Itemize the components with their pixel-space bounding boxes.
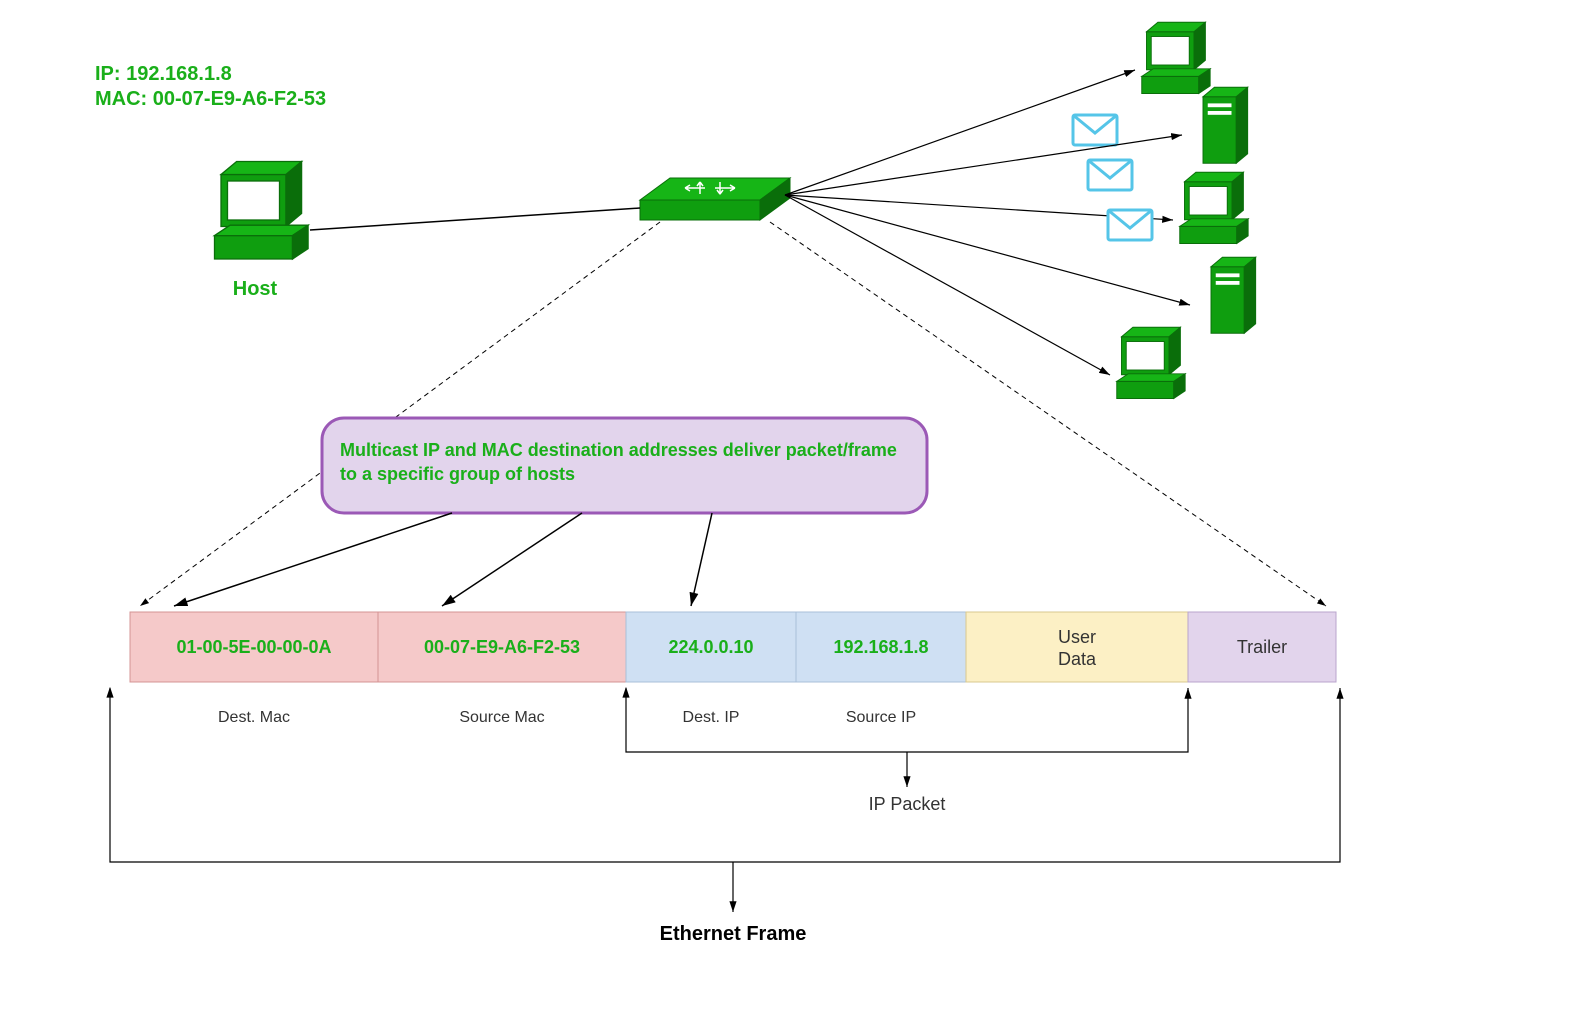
frame-value-user_data-2: Data (1058, 649, 1097, 669)
switch-icon (640, 178, 790, 220)
frame-value-src_mac: 00-07-E9-A6-F2-53 (424, 637, 580, 657)
callout-text-2: to a specific group of hosts (340, 464, 575, 484)
callout-arrow (174, 513, 452, 606)
server-icon (1203, 87, 1248, 163)
frame-value-src_ip: 192.168.1.8 (833, 637, 928, 657)
frame-value-trailer: Trailer (1237, 637, 1287, 657)
link-switch-target (785, 195, 1110, 375)
envelope-icon (1088, 160, 1132, 190)
ethernet-frame-label: Ethernet Frame (660, 923, 807, 945)
callout-text-1: Multicast IP and MAC destination address… (340, 440, 897, 460)
computer-icon (1142, 22, 1210, 93)
callout-arrow (442, 513, 582, 606)
computer-icon (1180, 172, 1248, 243)
ip-packet-label: IP Packet (869, 794, 946, 814)
link-host-switch (310, 208, 640, 230)
host-ip-label: IP: 192.168.1.8 (95, 63, 232, 85)
computer-icon (215, 162, 309, 260)
host-mac-label: MAC: 00-07-E9-A6-F2-53 (95, 88, 326, 110)
host-label: Host (233, 278, 278, 300)
envelope-icon (1108, 210, 1152, 240)
frame-value-user_data-1: User (1058, 627, 1096, 647)
multicast-diagram: IP: 192.168.1.8 MAC: 00-07-E9-A6-F2-53 Hos… (0, 0, 1594, 1012)
frame-value-dest_ip: 224.0.0.10 (668, 637, 753, 657)
frame-field-user_data (966, 612, 1188, 682)
frame-value-dest_mac: 01-00-5E-00-00-0A (176, 637, 331, 657)
frame-label-dest_ip: Dest. IP (683, 709, 740, 726)
dashed-line-left (140, 222, 660, 606)
computer-icon (1117, 327, 1185, 398)
frame-label-src_ip: Source IP (846, 709, 916, 726)
frame-label-src_mac: Source Mac (459, 709, 544, 726)
server-icon (1211, 257, 1256, 333)
envelope-icon (1073, 115, 1117, 145)
frame-label-dest_mac: Dest. Mac (218, 709, 290, 726)
callout-arrow (691, 513, 712, 606)
